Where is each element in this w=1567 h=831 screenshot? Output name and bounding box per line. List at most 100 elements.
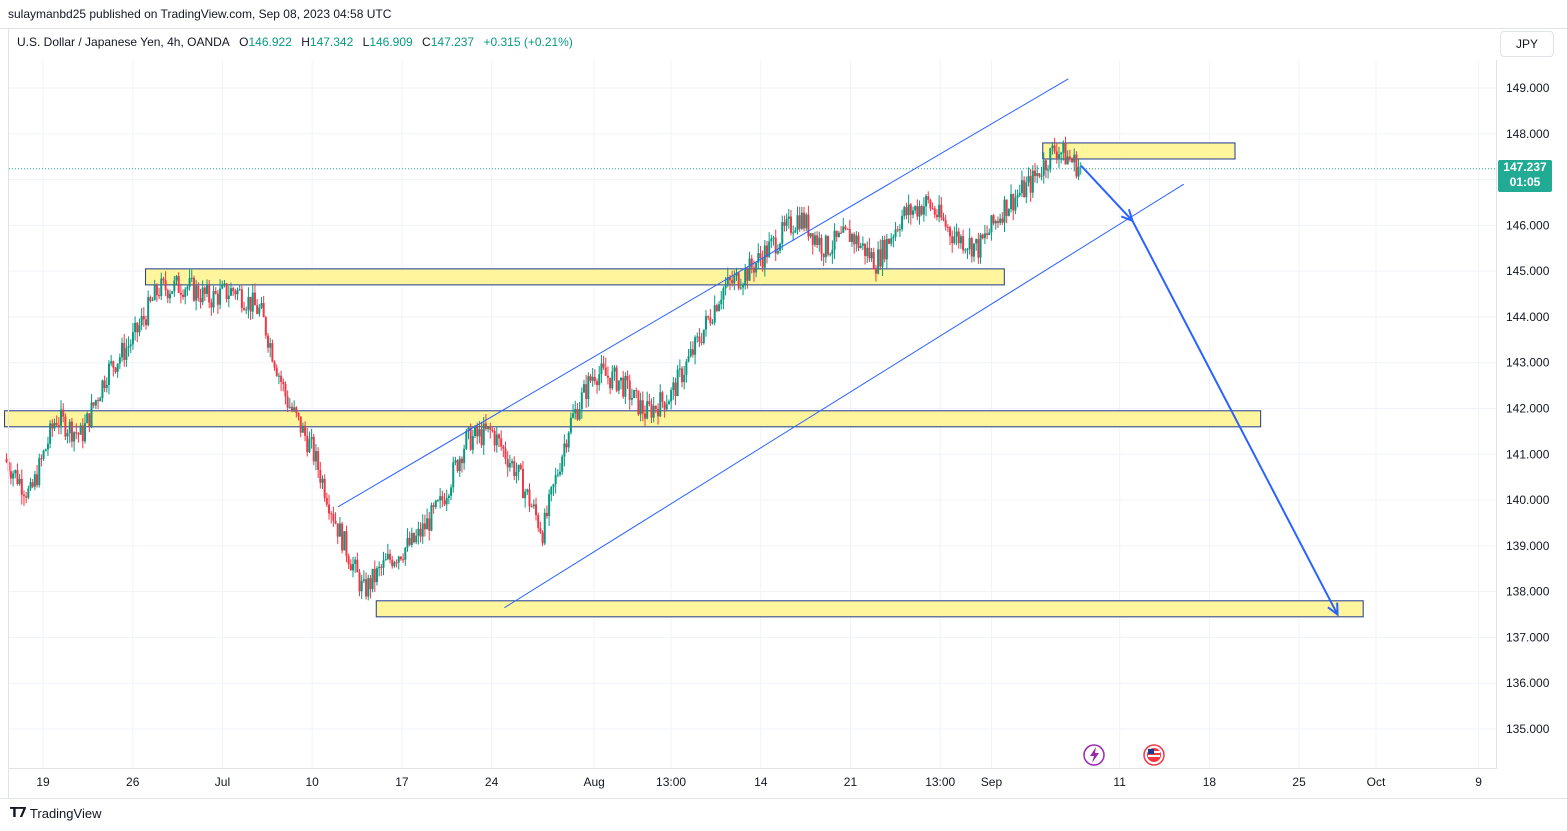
time-tick-label: 19	[36, 775, 50, 789]
brand-label: TradingView	[29, 805, 102, 821]
candle-body	[60, 409, 63, 426]
candle-body	[410, 533, 413, 545]
us-flag-event-icon[interactable]	[1143, 744, 1165, 766]
candle-body	[521, 468, 524, 499]
candle-body	[1014, 197, 1017, 211]
candle-body	[290, 406, 293, 411]
time-axis: 19 26 Jul 10 17 24 Aug 13:00 14 21 13:00 Sep 11 18 25 O…	[36, 775, 1482, 789]
candle-body	[744, 268, 747, 285]
candle-body	[341, 523, 344, 551]
candle-body	[633, 390, 636, 399]
candle-body	[606, 375, 609, 378]
time-tick-label: Oct	[1367, 775, 1386, 789]
candle-body	[360, 580, 363, 592]
candle-body	[955, 231, 958, 237]
candle-body	[567, 432, 570, 448]
candle-body	[596, 381, 599, 386]
candle-body	[142, 315, 145, 320]
candle-body	[97, 400, 100, 402]
candle-body	[813, 235, 816, 245]
candle-body	[179, 292, 182, 295]
candle-body	[670, 390, 673, 402]
candle-body	[73, 432, 76, 442]
candle-body	[243, 307, 246, 310]
price-axis: 149.000148.000147.000146.000145.000144.0…	[1506, 81, 1550, 736]
candle-body	[293, 407, 296, 411]
candle-body	[691, 349, 694, 355]
candle-body	[561, 456, 564, 472]
candle-body	[219, 288, 222, 305]
candle-body	[874, 269, 877, 274]
candle-body	[977, 239, 980, 258]
candle-body	[864, 243, 867, 257]
candle-body	[83, 423, 86, 442]
candle-body	[166, 290, 169, 299]
candle-body	[445, 497, 448, 505]
candle-body	[497, 434, 500, 439]
candle-body	[101, 380, 104, 399]
candle-body	[336, 523, 339, 537]
low-value: 146.909	[369, 35, 413, 49]
candle-body	[783, 222, 786, 226]
candle-body	[125, 347, 128, 361]
candle-body	[781, 222, 784, 244]
arrow-head	[1120, 209, 1135, 223]
tradingview-brand[interactable]: 𝗧𝟳 TradingView	[10, 805, 101, 821]
candle-body	[121, 342, 124, 358]
tradingview-logo-icon: 𝗧𝟳	[10, 805, 27, 820]
candle-body	[909, 204, 912, 215]
candle-body	[70, 421, 73, 442]
candle-body	[678, 368, 681, 370]
candle-body	[659, 392, 662, 417]
candle-body	[299, 416, 302, 433]
candle-body	[434, 500, 437, 508]
candle-body	[731, 280, 734, 284]
candle-body	[208, 285, 211, 303]
candle-body	[990, 215, 993, 233]
candle-body	[711, 322, 714, 324]
candle-body	[46, 443, 49, 450]
candle-body	[648, 401, 651, 405]
candle-body	[79, 425, 82, 435]
candle-body	[831, 249, 834, 255]
candle-body	[687, 356, 690, 362]
candle-body	[308, 439, 311, 453]
candle-body	[761, 258, 764, 268]
candle-body	[234, 291, 237, 295]
candle-body	[685, 361, 688, 375]
symbol-title[interactable]: U.S. Dollar / Japanese Yen, 4h, OANDA	[17, 35, 230, 49]
price-tick-label: 141.000	[1506, 447, 1550, 461]
currency-button[interactable]: JPY	[1500, 31, 1554, 57]
candle-body	[90, 402, 93, 427]
candle-body	[380, 566, 383, 568]
candle-body	[197, 285, 200, 299]
candle-body	[563, 443, 566, 457]
candle-body	[848, 229, 851, 242]
candle-body	[158, 295, 161, 297]
candle-body	[951, 236, 954, 244]
candle-body	[550, 487, 553, 495]
time-tick-label: 13:00	[925, 775, 955, 789]
candle-body	[757, 253, 760, 263]
candle-body	[768, 241, 771, 258]
dividend-lightning-icon[interactable]	[1083, 744, 1105, 766]
candle-body	[792, 232, 795, 234]
candle-body	[384, 559, 387, 561]
price-tick-label: 149.000	[1506, 81, 1550, 95]
candle-body	[297, 412, 300, 417]
time-tick-label: 9	[1475, 775, 1482, 789]
candle-body	[511, 461, 514, 464]
candle-body	[635, 390, 638, 392]
candle-body	[92, 402, 95, 406]
price-axis-border	[1496, 60, 1497, 768]
candle-body	[489, 426, 492, 430]
candle-body	[221, 284, 224, 289]
candle-body	[855, 235, 858, 245]
candle-body	[537, 515, 540, 528]
candle-body	[389, 553, 392, 560]
event-icons	[1083, 744, 1165, 766]
candle-body	[576, 409, 579, 420]
candle-body	[981, 234, 984, 239]
candle-body	[872, 252, 875, 270]
